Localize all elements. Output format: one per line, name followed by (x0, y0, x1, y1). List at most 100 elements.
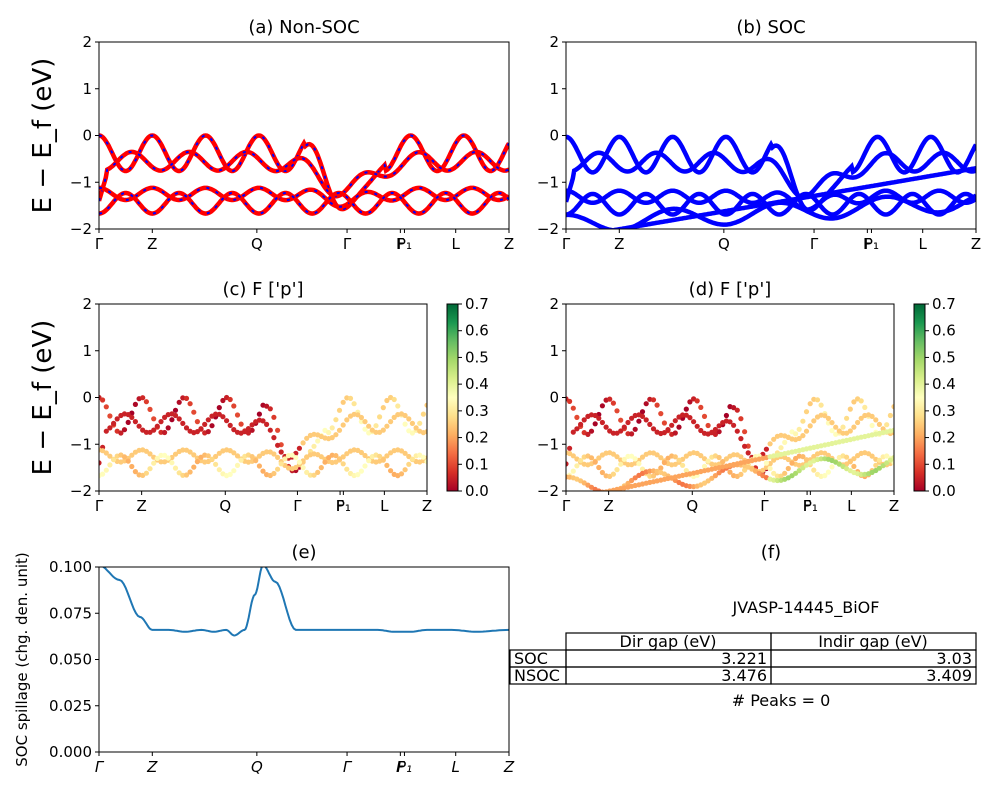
projected-point (315, 438, 321, 444)
y-axis-label: E − E_f (eV) (28, 58, 58, 214)
projected-point (683, 468, 689, 474)
x-tick-label: L (380, 497, 389, 515)
projected-point (574, 495, 579, 500)
projected-point (154, 455, 160, 461)
projected-point (209, 456, 215, 462)
colorbar-tick-label: 0.3 (932, 402, 956, 420)
projected-point (362, 419, 368, 425)
projected-point (191, 464, 197, 470)
peaks-count: # Peaks = 0 (732, 691, 831, 710)
y-tick-label: −2 (70, 220, 92, 238)
projected-point (187, 449, 193, 455)
y-tick-label: 0 (549, 127, 559, 145)
projected-point (647, 450, 653, 456)
projected-point (100, 448, 106, 454)
projected-point (851, 424, 857, 430)
projected-point (132, 401, 138, 407)
projected-point (796, 468, 802, 474)
x-tick-label: P₁ (397, 758, 412, 776)
projected-point (847, 406, 853, 412)
projected-point (716, 454, 722, 461)
projected-point (570, 429, 576, 435)
projected-point (202, 421, 208, 427)
projected-point (100, 397, 106, 403)
projected-point (661, 460, 668, 466)
projected-point (782, 470, 788, 476)
y-tick-label: 0.075 (49, 604, 92, 622)
projected-point (807, 423, 813, 429)
projected-point (639, 413, 646, 419)
projected-point (825, 415, 832, 421)
panel-c-title: (c) F ['p'] (222, 279, 303, 300)
projected-point (650, 473, 657, 479)
projected-point (329, 435, 335, 441)
projected-point (245, 426, 251, 432)
x-tick-label: L (847, 497, 856, 515)
projected-point (632, 426, 638, 432)
projected-point (377, 414, 383, 420)
projected-point (121, 454, 128, 460)
x-tick-label: Z (971, 235, 981, 253)
projected-point (876, 465, 883, 471)
projected-point (785, 465, 791, 472)
gap-table (509, 632, 977, 685)
projected-point (738, 416, 744, 422)
projected-point (121, 427, 128, 433)
projected-point (107, 453, 113, 459)
panel-d-title: (d) F ['p'] (689, 279, 772, 300)
colorbar-tick-label: 0.0 (465, 482, 489, 500)
projected-point (570, 405, 576, 411)
projected-point (278, 449, 284, 455)
projected-point (264, 421, 270, 427)
projected-point (687, 483, 693, 489)
colorbar-tick-label: 0.7 (465, 295, 489, 313)
projected-point (264, 403, 270, 409)
y-tick-label: 0 (82, 389, 92, 407)
projected-point (191, 409, 197, 415)
projected-point (811, 453, 817, 460)
projected-point (278, 461, 284, 467)
x-tick-label: Γ (810, 235, 819, 253)
colorbar (913, 303, 926, 492)
projected-point (636, 461, 642, 467)
projected-point (578, 458, 584, 464)
projected-point (402, 412, 408, 419)
row-label-nsoc: NSOC (514, 666, 560, 685)
projected-point (420, 411, 426, 417)
x-tick-label: L (919, 235, 928, 253)
projected-point (825, 469, 832, 475)
projected-point (869, 422, 875, 429)
y-tick-label: −2 (537, 220, 559, 238)
projected-point (249, 454, 255, 460)
projected-point (731, 452, 737, 458)
projected-point (876, 457, 883, 463)
projected-point (643, 417, 649, 423)
projected-point (227, 396, 233, 403)
projected-point (344, 417, 350, 423)
projected-point (829, 420, 835, 426)
projected-point (672, 430, 678, 436)
projected-point (650, 426, 657, 432)
projected-point (129, 463, 135, 470)
projected-point (643, 401, 649, 407)
projected-point (406, 453, 412, 460)
projected-point (187, 401, 193, 407)
projected-point (734, 428, 740, 434)
projected-point (578, 421, 584, 427)
projected-point (658, 455, 664, 461)
projected-point (793, 431, 799, 437)
projected-point (183, 395, 190, 401)
projected-point (340, 422, 346, 428)
projected-point (869, 413, 875, 419)
projected-point (701, 463, 708, 469)
projected-point (300, 440, 306, 446)
projected-point (242, 429, 248, 435)
projected-point (629, 431, 635, 437)
x-tick-label: Z (136, 497, 146, 515)
plot-frame (98, 41, 510, 230)
projected-point (625, 480, 631, 486)
projected-point (358, 419, 364, 425)
projected-point (829, 464, 835, 470)
projected-point (275, 427, 281, 433)
